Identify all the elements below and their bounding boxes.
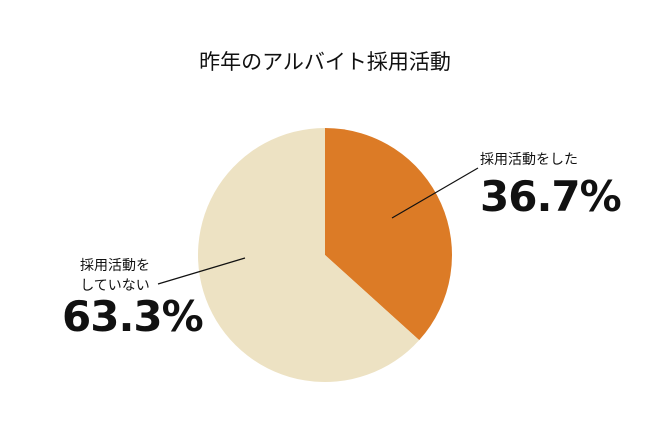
slice-label: 採用活動をした — [480, 152, 578, 168]
value-label: 36.7% — [480, 172, 622, 221]
slice-label: 採用活動を していない — [80, 258, 150, 294]
chart-title: 昨年のアルバイト採用活動 — [199, 50, 451, 74]
pie-slice — [197, 128, 420, 383]
leader-line — [391, 167, 479, 219]
leader-line — [157, 257, 246, 285]
value-label: 63.3% — [62, 292, 204, 341]
pie-slice — [325, 128, 452, 341]
